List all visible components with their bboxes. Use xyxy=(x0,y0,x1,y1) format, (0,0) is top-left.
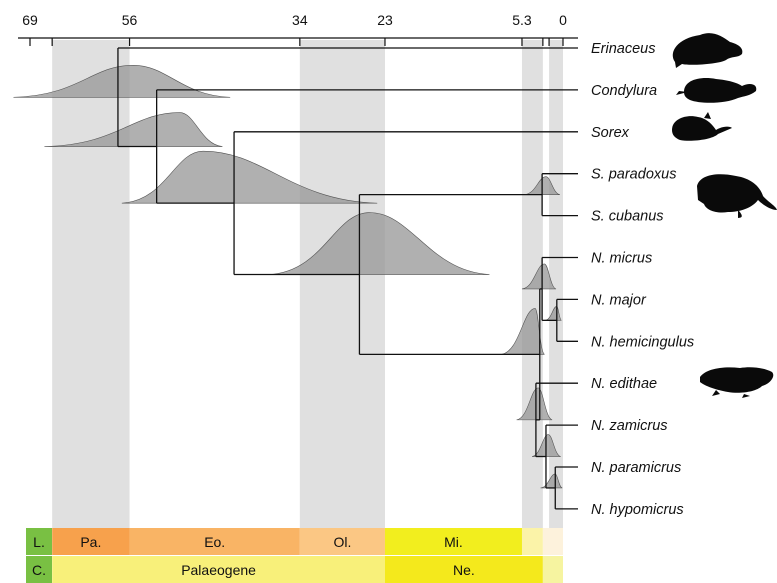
taxon-label-condylura: Condylura xyxy=(591,83,657,99)
strat-cell xyxy=(542,528,563,555)
taxon-label-n_hypomicrus: N. hypomicrus xyxy=(591,502,684,518)
axis-tick-label: 23 xyxy=(377,12,393,28)
strat-row-label-box xyxy=(26,528,52,555)
strat-cell xyxy=(129,528,300,555)
strat-cell xyxy=(521,528,543,555)
axis-tick-label: 0 xyxy=(559,12,567,28)
star-nosed-mole-icon xyxy=(676,78,757,103)
shaded-interval xyxy=(299,40,385,528)
taxon-label-n_edithae: N. edithae xyxy=(591,376,657,392)
axis-tick-label: 56 xyxy=(122,12,138,28)
time-axis: 69 56 34 23 5.3 0 xyxy=(18,12,578,46)
taxon-labels: Erinaceus Condylura Sorex S. paradoxus S. cu… xyxy=(591,41,694,518)
shaded-time-intervals xyxy=(52,40,563,528)
nesophontes-icon xyxy=(700,367,774,398)
density-curve xyxy=(121,150,378,204)
taxon-label-s_paradoxus: S. paradoxus xyxy=(591,167,676,183)
strat-cell xyxy=(384,528,522,555)
strat-row-label-box xyxy=(26,556,52,583)
taxon-label-n_paramicrus: N. paramicrus xyxy=(591,460,681,476)
geologic-timescale: L. Pa. Eo. Ol. Mi. C. Palaeogene Ne. xyxy=(26,528,563,583)
strat-cell xyxy=(52,528,130,555)
taxon-label-n_micrus: N. micrus xyxy=(591,251,652,267)
taxon-label-erinaceus: Erinaceus xyxy=(591,41,655,57)
density-curve xyxy=(44,112,223,147)
density-curve xyxy=(516,387,553,421)
strat-cell xyxy=(52,556,385,583)
strat-row-label: L. xyxy=(33,534,45,550)
density-curve xyxy=(521,263,557,290)
axis-tick-label: 34 xyxy=(292,12,308,28)
taxon-label-n_major: N. major xyxy=(591,292,647,308)
taxon-label-s_cubanus: S. cubanus xyxy=(591,209,664,225)
strat-cell xyxy=(384,556,543,583)
taxon-label-n_zamicrus: N. zamicrus xyxy=(591,418,668,434)
strat-cell-label: Pa. xyxy=(80,534,101,550)
strat-cell xyxy=(299,528,385,555)
shrew-icon xyxy=(672,112,732,141)
tree-branches xyxy=(117,47,578,510)
strat-cell-label: Mi. xyxy=(444,534,463,550)
density-curve xyxy=(501,308,545,355)
animal-silhouettes xyxy=(672,33,777,398)
strat-cell-label: Palaeogene xyxy=(181,562,256,578)
solenodon-icon xyxy=(697,174,777,218)
hedgehog-icon xyxy=(672,33,743,68)
axis-tick-label: 69 xyxy=(22,12,38,28)
divergence-time-densities xyxy=(13,64,563,489)
strat-cell-label: Eo. xyxy=(204,534,225,550)
density-curve xyxy=(268,212,490,275)
axis-tick-label: 5.3 xyxy=(512,12,532,28)
strat-cell xyxy=(542,556,563,583)
density-curve xyxy=(13,64,231,98)
strat-cell-label: Ne. xyxy=(453,562,475,578)
strat-row-label: C. xyxy=(32,562,46,578)
taxon-label-sorex: Sorex xyxy=(591,125,630,141)
shaded-interval xyxy=(549,40,563,528)
taxon-label-n_hemicingulus: N. hemicingulus xyxy=(591,334,694,350)
shaded-interval xyxy=(52,40,130,528)
strat-cell-label: Ol. xyxy=(333,534,351,550)
